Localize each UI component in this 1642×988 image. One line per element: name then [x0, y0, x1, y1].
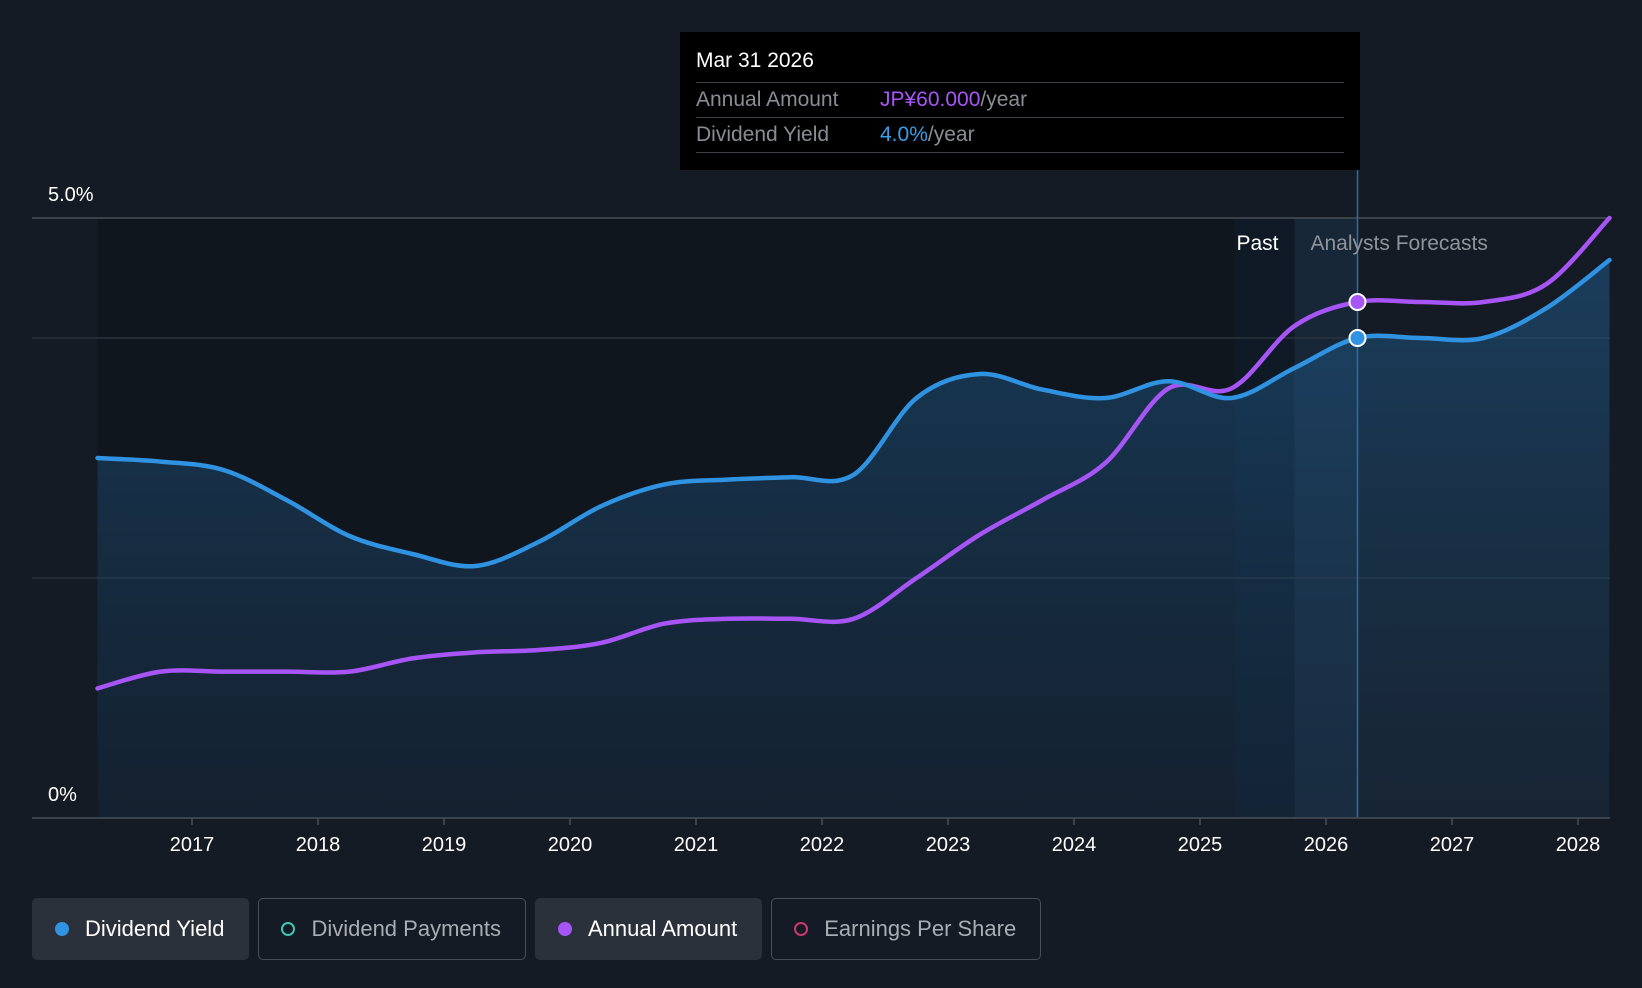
x-tick-label: 2028	[1556, 834, 1601, 856]
x-tick-label: 2026	[1304, 834, 1349, 856]
x-tick-label: 2022	[800, 834, 845, 856]
hover-tooltip: Mar 31 2026 Annual Amount JP¥60.000 /yea…	[680, 32, 1360, 170]
legend-label: Annual Amount	[587, 916, 738, 941]
legend-dividend-yield[interactable]: Dividend Yield	[32, 898, 250, 960]
past-label: Past	[1236, 232, 1278, 255]
legend-dividend-payments[interactable]: Dividend Payments	[258, 898, 526, 960]
x-tick-label: 2027	[1430, 834, 1475, 856]
dividend-payments-circle-icon	[281, 922, 296, 936]
annual-amount-hover-marker[interactable]	[1348, 293, 1367, 311]
chart-legend: Dividend Yield Dividend Payments Annual …	[32, 898, 1042, 960]
tooltip-annual-row: Annual Amount JP¥60.000 /year	[696, 82, 1344, 117]
y-label-top: 5.0%	[48, 184, 94, 206]
dividend-yield-hover-marker[interactable]	[1348, 329, 1367, 347]
legend-label: Dividend Payments	[311, 916, 501, 941]
legend-label: Earnings Per Share	[824, 916, 1017, 941]
x-tick-label: 2021	[674, 834, 719, 856]
x-tick-label: 2020	[548, 834, 593, 856]
tooltip-annual-label: Annual Amount	[696, 88, 839, 111]
legend-label: Dividend Yield	[85, 916, 225, 941]
tooltip-yield-value: 4.0%	[880, 123, 928, 146]
x-tick-label: 2023	[926, 834, 971, 856]
x-tick-label: 2024	[1052, 834, 1097, 856]
tooltip-annual-unit: /year	[980, 88, 1028, 111]
x-tick-label: 2019	[422, 834, 467, 856]
tooltip-annual-value: JP¥60.000	[880, 88, 981, 111]
tooltip-date: Mar 31 2026	[696, 49, 814, 72]
legend-earnings-per-share[interactable]: Earnings Per Share	[771, 898, 1042, 960]
tooltip-yield-row: Dividend Yield 4.0% /year	[696, 117, 1344, 153]
x-tick-label: 2017	[170, 834, 215, 856]
dividend-yield-dot-icon	[55, 922, 69, 936]
x-tick-label: 2018	[296, 834, 341, 856]
x-tick-label: 2025	[1178, 834, 1223, 856]
legend-annual-amount[interactable]: Annual Amount	[534, 898, 763, 960]
tooltip-yield-label: Dividend Yield	[696, 123, 830, 146]
y-label-bottom: 0%	[48, 784, 77, 806]
forecast-label: Analysts Forecasts	[1311, 232, 1488, 255]
earnings-per-share-circle-icon	[794, 922, 809, 936]
annual-amount-dot-icon	[557, 922, 572, 936]
tooltip-yield-unit: /year	[927, 123, 975, 146]
